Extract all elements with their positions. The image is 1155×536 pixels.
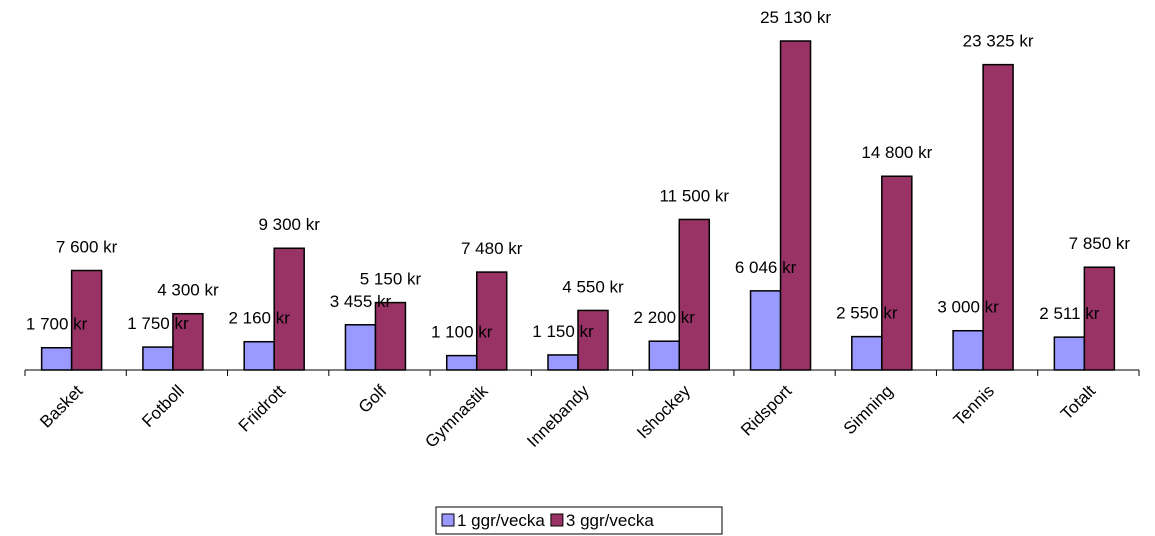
- data-label: 5 150 kr: [360, 270, 422, 289]
- x-tick-label: Innebandy: [523, 381, 593, 451]
- bar: [172, 312, 204, 371]
- bar: [273, 247, 305, 371]
- data-label: 25 130 kr: [760, 8, 831, 27]
- data-label: 2 550 kr: [836, 304, 898, 323]
- bar: [779, 40, 812, 371]
- legend-label: 3 ggr/vecka: [566, 511, 654, 530]
- bar: [982, 63, 1014, 371]
- data-label: 9 300 kr: [258, 215, 320, 234]
- bar: [475, 271, 508, 371]
- data-label: 11 500 kr: [659, 186, 729, 205]
- bar: [243, 340, 275, 371]
- data-label: 1 750 kr: [127, 314, 189, 333]
- x-tick-label: Ishockey: [633, 381, 694, 442]
- data-label: 14 800 kr: [861, 143, 932, 162]
- data-label: 7 480 kr: [461, 239, 523, 258]
- data-label: 2 200 kr: [634, 308, 696, 327]
- bar: [142, 346, 174, 371]
- data-label: 1 100 kr: [431, 323, 493, 342]
- data-label: 7 600 kr: [56, 238, 118, 257]
- x-tick-label: Basket: [36, 381, 86, 431]
- data-label: 2 160 kr: [228, 309, 290, 328]
- bar: [1053, 336, 1086, 371]
- data-label: 2 511 kr: [1039, 304, 1100, 323]
- data-label: 6 046 kr: [735, 258, 797, 277]
- bar: [851, 335, 883, 371]
- legend-swatch: [550, 513, 564, 527]
- legend-label: 1 ggr/vecka: [457, 511, 545, 530]
- x-tick-label: Simning: [840, 381, 897, 438]
- data-label: 1 150 kr: [532, 322, 594, 341]
- bar: [40, 346, 73, 371]
- x-tick-label: Fotboll: [138, 381, 188, 431]
- data-label: 4 550 kr: [562, 277, 624, 296]
- bar: [648, 340, 681, 371]
- bar: [547, 354, 579, 371]
- bar: [881, 175, 913, 371]
- bar: [344, 324, 377, 371]
- data-label: 3 455 kr: [330, 292, 392, 311]
- data-label: 7 850 kr: [1069, 234, 1131, 253]
- bar: [678, 218, 711, 371]
- x-tick-label: Gymnastik: [421, 381, 492, 452]
- data-label: 3 000 kr: [937, 298, 999, 317]
- data-label: 1 700 kr: [26, 315, 88, 334]
- x-tick-label: Golf: [355, 381, 391, 417]
- bar: [445, 354, 478, 371]
- x-tick-label: Tennis: [950, 381, 998, 429]
- bar: [1083, 266, 1116, 371]
- data-label: 4 300 kr: [157, 281, 219, 300]
- legend-box: [435, 506, 723, 535]
- bar: [70, 269, 103, 371]
- x-tick-label: Friidrott: [235, 381, 289, 435]
- legend-swatch: [441, 513, 455, 527]
- x-tick-label: Ridsport: [737, 381, 795, 439]
- bar: [749, 290, 782, 371]
- bar: [952, 329, 984, 371]
- bar: [577, 309, 609, 371]
- data-label: 23 325 kr: [963, 32, 1034, 51]
- bar: [374, 301, 407, 371]
- x-tick-label: Totalt: [1057, 381, 1099, 423]
